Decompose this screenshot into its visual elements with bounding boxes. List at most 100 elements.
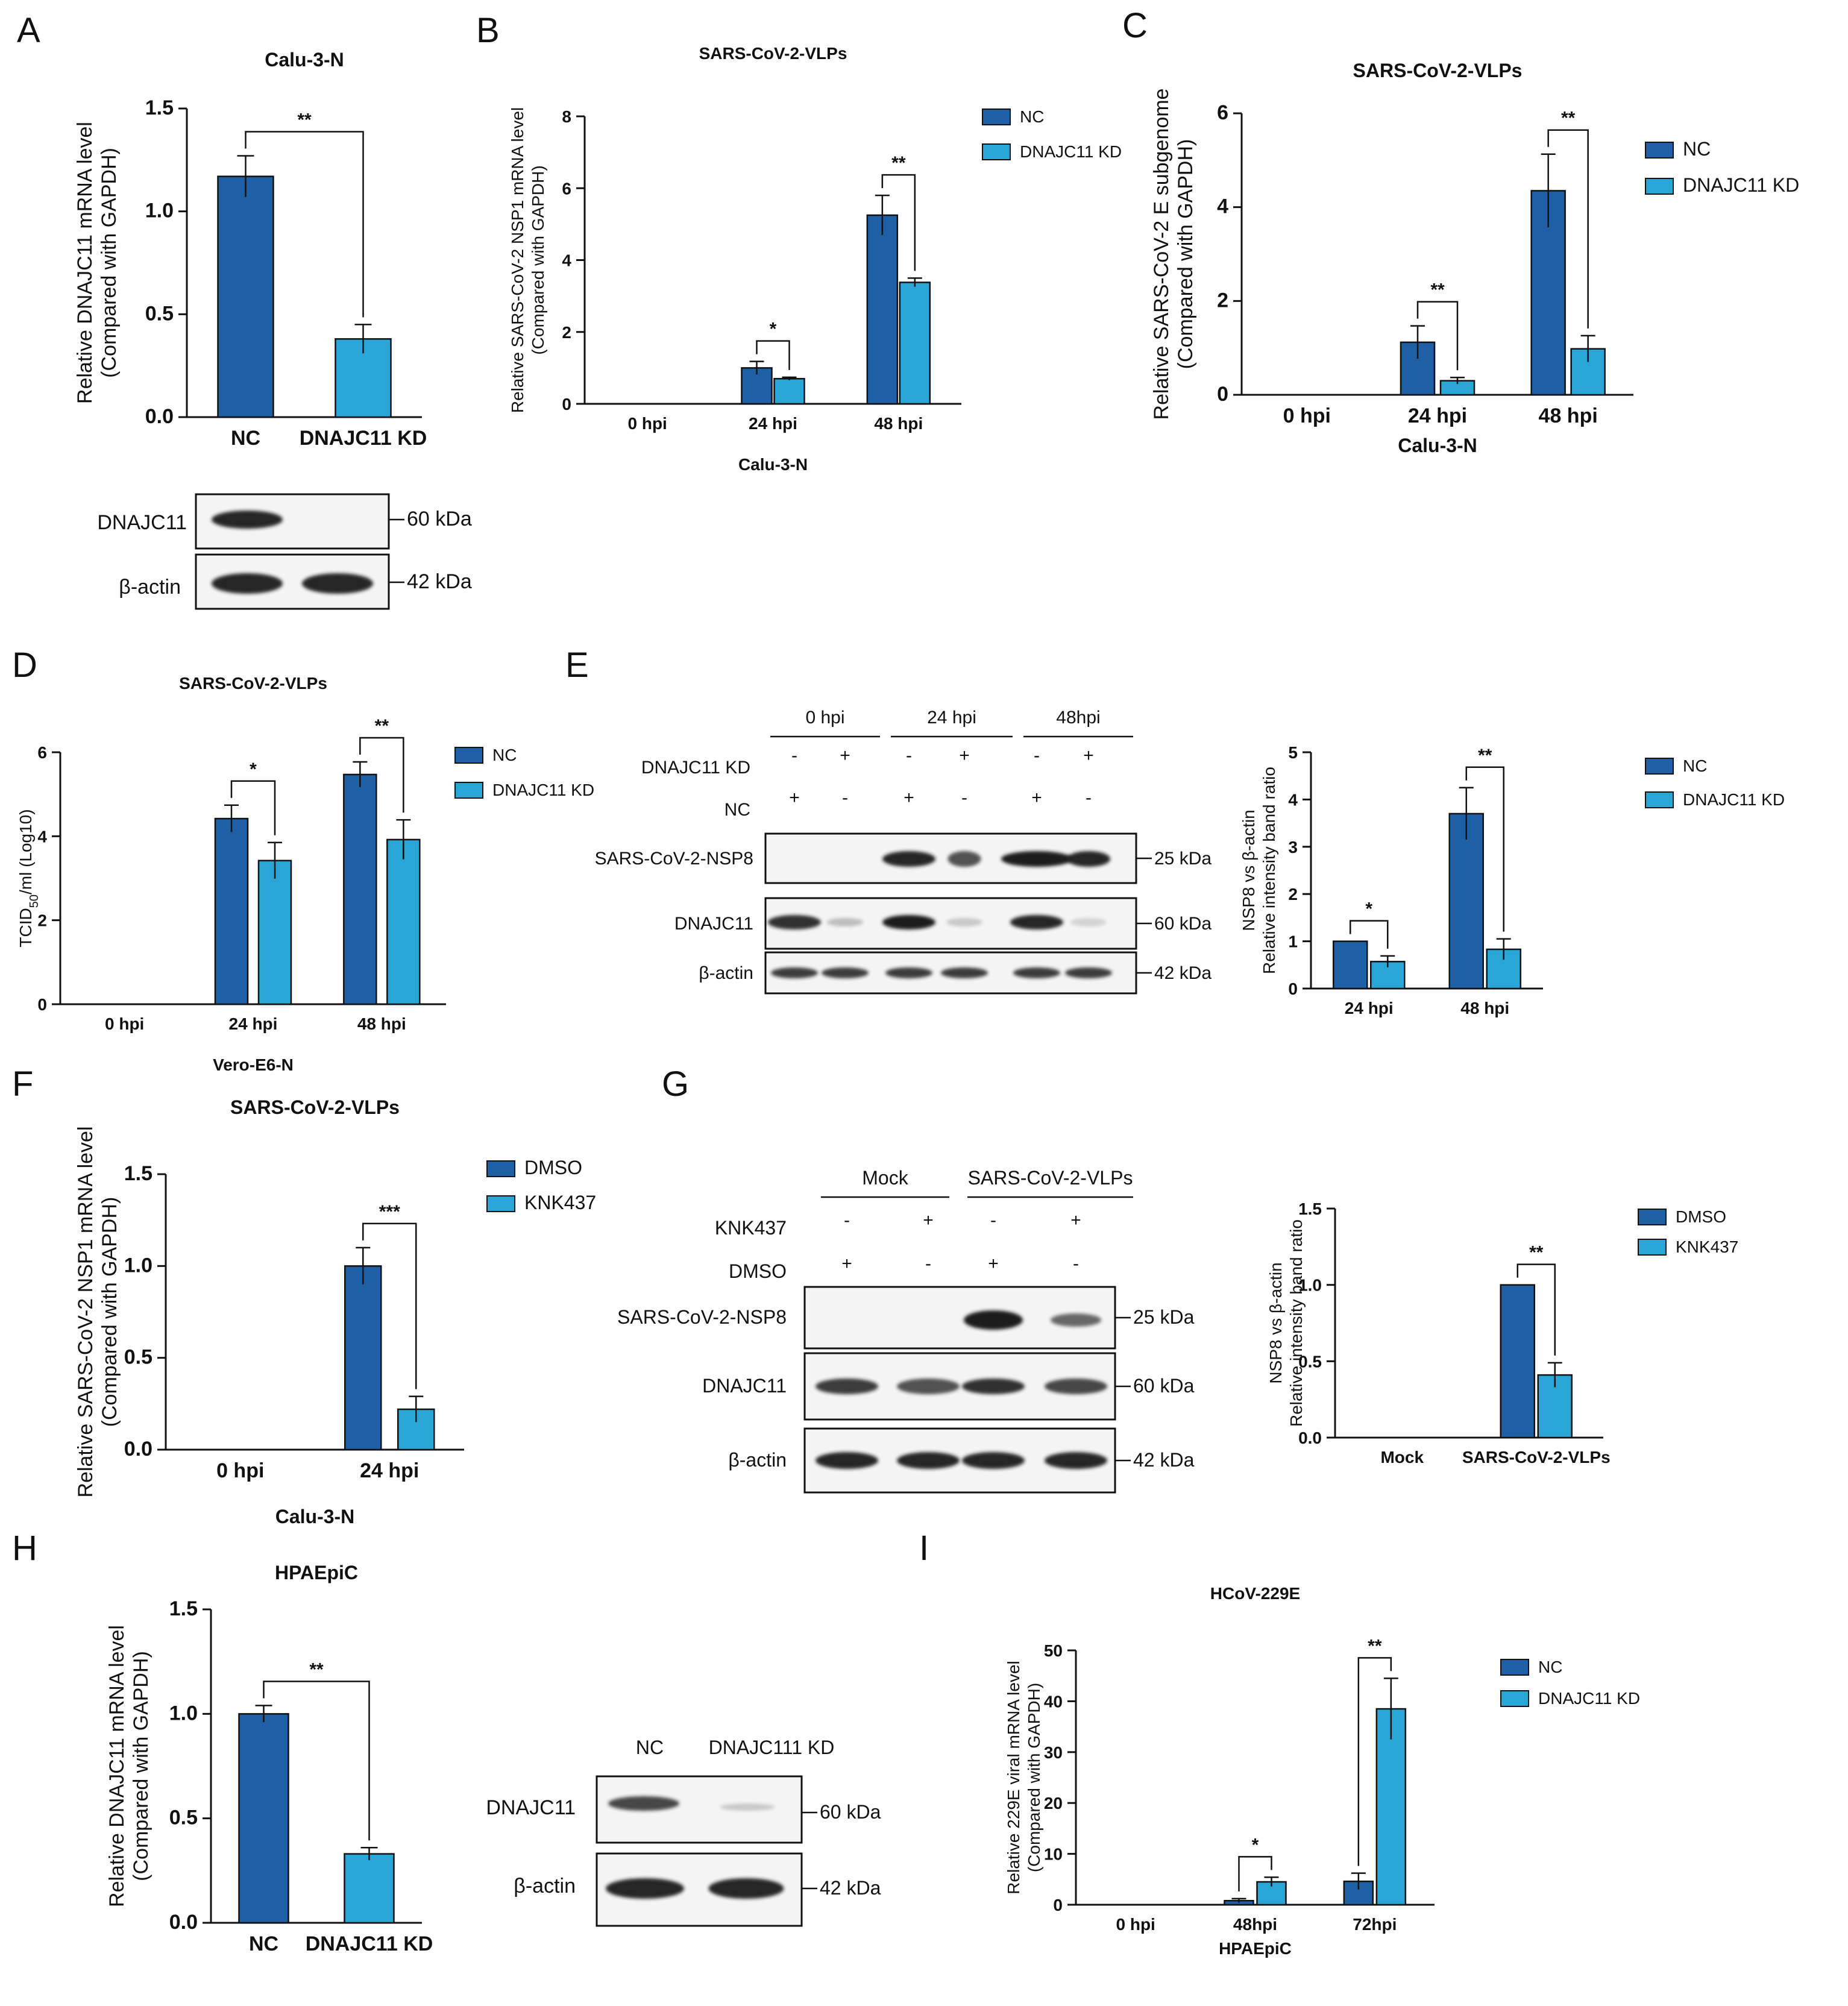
panel-letter-e: E [565,646,589,685]
y-axis-label: Relative DNAJC11 mRNA level [105,1625,128,1907]
y-tick-label: 0 [1217,383,1228,406]
y-tick-label: 50 [1044,1641,1063,1660]
blot-band [1045,1452,1107,1469]
kda-label: 25 kDa [1133,1306,1195,1328]
blot-band [827,918,863,926]
blot-band [1070,918,1107,926]
panel-letter-d: D [12,646,37,685]
significance-bracket [1516,1263,1556,1356]
significance-label: *** [379,1202,400,1222]
kda-label: 60 kDa [1133,1375,1195,1397]
chart-g-chart: 0.0 0.5 1.0 1.5 NSP8 vs β-actin Relative inte… [1266,1200,1738,1467]
kda-label: 60 kDa [407,508,472,530]
y-axis-label: Relative DNAJC11 mRNA level [74,122,96,404]
significance-bracket [756,340,790,370]
kda-label: 42 kDa [820,1877,881,1899]
significance-bracket [881,174,916,271]
y-tick-label: 2 [37,911,47,930]
group-label: 24 hpi [927,708,976,728]
legend-swatch [1645,758,1674,775]
group-label: SARS-CoV-2-VLPs [968,1167,1133,1189]
bar [343,773,377,1005]
x-tick-label: Mock [1380,1448,1424,1467]
y-tick-label: 0 [1053,1896,1063,1914]
y-axis-label: NSP8 vs β-actin [1266,1262,1285,1383]
kda-label: 42 kDa [1133,1449,1195,1471]
significance-label: * [1252,1835,1259,1855]
blot-band [606,1878,684,1899]
x-tick-label: DNAJC11 KD [306,1932,433,1955]
y-axis-label: Relative 229E viral mRNA level [1004,1661,1023,1894]
significance-label: * [1365,899,1372,919]
condition-sign: + [841,1254,852,1274]
condition-label: DNAJC11 KD [641,758,750,778]
y-tick-label: 1.0 [145,200,174,222]
y-axis-label: (Compared with GAPDH) [529,165,547,354]
y-axis-label: TCID50/ml (Log10) [16,809,41,947]
condition-label: KNK437 [715,1217,787,1239]
y-tick-label: 1.0 [124,1254,152,1277]
chart-b: SARS-CoV-2-VLPs 0 2 4 6 8 Relative SARS-CoV-2 … [508,44,1122,474]
blot-band [822,967,869,978]
y-tick-label: 10 [1044,1845,1063,1864]
bar [773,378,805,405]
condition-sign: + [988,1254,999,1274]
bar [1333,940,1368,990]
chart-title: HCoV-229E [1210,1584,1300,1603]
blot-h: NC DNAJC111 KD DNAJC11 β-actin 60 kDa 42 kDa [486,1737,881,1927]
kda-label: 60 kDa [1154,914,1212,934]
blot-a: DNAJC11 β-actin 60 kDa 42 kDa [97,493,472,610]
y-tick-label: 0.0 [145,405,174,428]
blot-band [882,915,935,929]
condition-sign: + [840,746,850,766]
blot-band [1067,851,1110,867]
legend-label: DNAJC11 KD [1683,790,1785,809]
y-tick-label: 0.5 [145,302,174,325]
blot-row-label: DNAJC11 [674,914,753,934]
y-axis-label: (Compared with GAPDH) [98,1197,121,1427]
chart-title: HPAEpiC [275,1562,358,1583]
blot-band [816,1379,878,1394]
y-tick-label: 4 [1217,195,1228,218]
y-tick-label: 20 [1044,1794,1063,1813]
y-axis-label: (Compared with GAPDH) [130,1651,152,1881]
blot-band [962,1452,1025,1469]
y-tick-label: 1.0 [1298,1276,1322,1295]
bar [238,1713,289,1924]
legend-label: NC [492,746,517,764]
blot-band [608,1796,679,1811]
blot-band [1010,915,1063,929]
panel-letter-a: A [17,11,40,50]
significance-bracket [1350,920,1389,949]
y-tick-label: 2 [1288,885,1298,904]
bar [214,817,249,1005]
y-tick-label: 6 [37,743,47,762]
y-tick-label: 0 [1288,979,1298,998]
kda-label: 60 kDa [820,1801,881,1823]
legend-label: DNAJC11 KD [1538,1689,1640,1708]
chart-f: SARS-CoV-2-VLPs 0.0 0.5 1.0 1.5 Relative SARS… [74,1096,596,1527]
blot-band [708,1878,784,1899]
legend-label: DMSO [1676,1207,1726,1226]
significance-label: ** [1561,108,1576,128]
legend-label: DNAJC11 KD [492,781,594,799]
bar [344,1853,395,1924]
condition-sign: + [904,788,914,808]
blot-band [1065,967,1112,978]
x-tick-label: 48hpi [1233,1915,1277,1934]
blot-band [768,915,821,929]
condition-sign: - [844,1210,850,1230]
chart-i: HCoV-229E 0 10 20 30 40 50 Relative 229E viral … [1004,1584,1640,1958]
x-axis-label: HPAEpiC [1219,1939,1292,1958]
significance-label: * [770,319,777,339]
y-tick-label: 6 [1217,101,1228,124]
kda-label: 25 kDa [1154,849,1212,869]
legend-label: NC [1020,107,1044,126]
y-tick-label: 1.5 [1298,1200,1322,1218]
bar [217,175,274,418]
y-tick-label: 1.5 [124,1162,152,1185]
blot-band [302,573,373,594]
significance-label: ** [309,1659,324,1679]
condition-sign: + [923,1210,934,1230]
